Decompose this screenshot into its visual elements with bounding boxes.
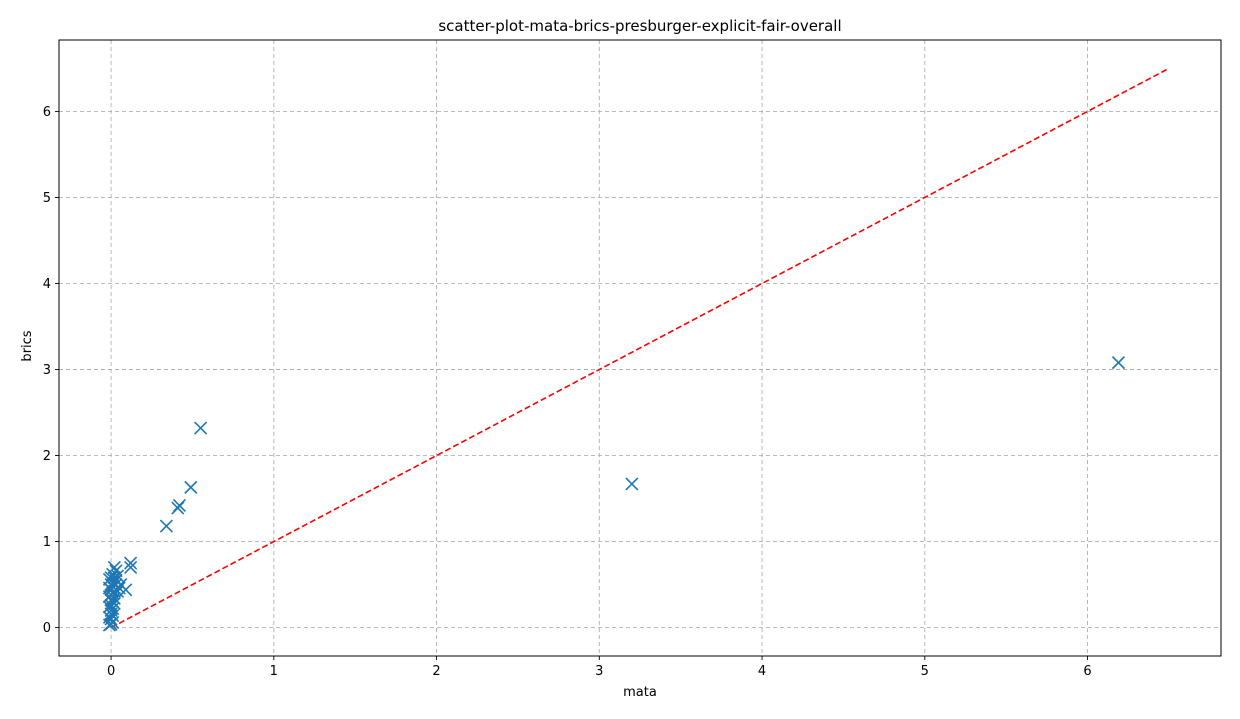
x-tick-label: 1 (270, 664, 278, 679)
reference-line (110, 67, 1170, 629)
y-axis-title: brics (20, 330, 35, 361)
data-point (107, 571, 121, 585)
x-axis-title: mata (623, 685, 657, 700)
x-tick-label: 5 (921, 664, 929, 679)
data-point (625, 477, 639, 491)
y-tick-label: 1 (43, 535, 51, 550)
data-point (184, 480, 198, 494)
data-point (124, 560, 138, 574)
data-point (194, 421, 208, 435)
x-tick-label: 3 (595, 664, 603, 679)
x-tick-label: 6 (1083, 664, 1091, 679)
data-points (102, 356, 1126, 632)
y-tick-label: 2 (43, 449, 51, 464)
data-point (159, 519, 173, 533)
x-tick-label: 0 (107, 664, 115, 679)
x-tick-label: 4 (758, 664, 766, 679)
data-point (171, 501, 185, 515)
plot-frame (58, 39, 1222, 657)
reference-line-layer (110, 67, 1170, 629)
y-tick-label: 5 (43, 191, 51, 206)
y-tick-label: 0 (43, 621, 51, 636)
grid (59, 40, 1221, 656)
y-tick-label: 6 (43, 105, 51, 120)
data-point (111, 584, 125, 599)
chart-title: scatter-plot-mata-brics-presburger-expli… (438, 17, 841, 35)
axis-ticks: 0 1 2 3 4 5 6 0 1 2 3 4 5 6 (43, 105, 1092, 679)
data-point (102, 618, 117, 632)
x-tick-label: 2 (432, 664, 440, 679)
y-tick-label: 3 (43, 363, 51, 378)
data-point (102, 600, 117, 614)
y-tick-label: 4 (43, 277, 51, 292)
data-point (124, 556, 138, 570)
data-point (102, 590, 117, 604)
data-point (1111, 356, 1126, 370)
